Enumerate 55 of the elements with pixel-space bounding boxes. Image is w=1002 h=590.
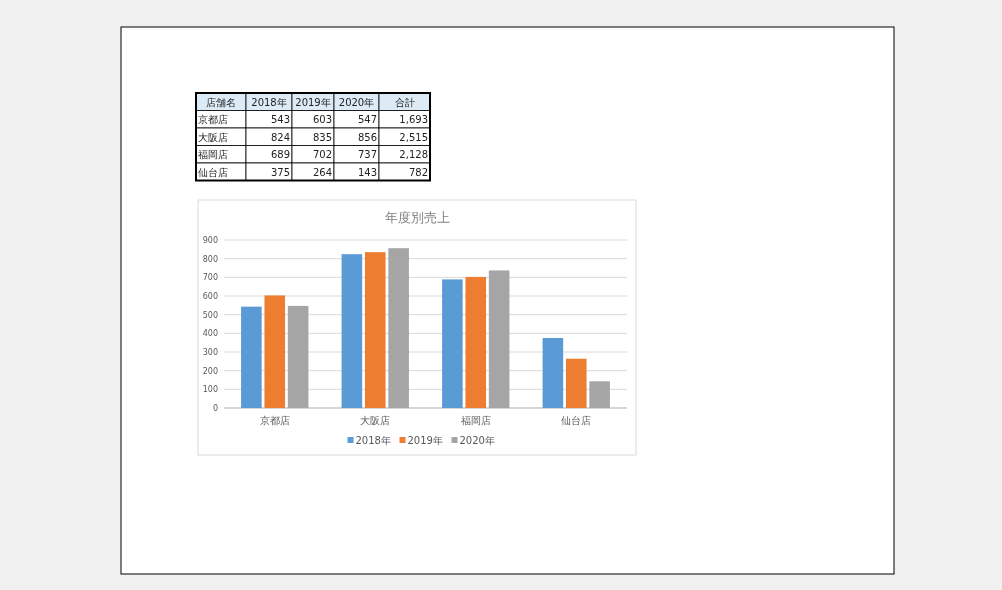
bar xyxy=(565,358,587,408)
bar xyxy=(241,306,262,408)
text: 824 xyxy=(270,131,290,143)
category-label: 2020年 xyxy=(338,96,375,108)
y-tick-label: 600 xyxy=(202,292,218,301)
category-label: 合計 xyxy=(394,96,415,108)
text: 2,128 xyxy=(399,149,428,161)
text: 737 xyxy=(357,149,377,161)
y-tick-label: 100 xyxy=(202,385,218,395)
text: 大阪店 xyxy=(198,131,228,143)
x-tick-label: 大阪店 xyxy=(360,415,391,426)
text: 543 xyxy=(270,114,290,126)
chart-title: 年度別売上 xyxy=(384,210,450,225)
x-tick-label: 福岡店 xyxy=(460,415,491,426)
text: 2,515 xyxy=(399,131,428,143)
text: 547 xyxy=(357,114,377,126)
y-tick-label: 500 xyxy=(202,310,218,320)
bar xyxy=(264,295,286,408)
text: 仙台店 xyxy=(198,166,228,178)
category-label: 2019年 xyxy=(295,96,331,108)
text: 143 xyxy=(357,166,377,178)
y-tick-label: 900 xyxy=(202,236,218,245)
bar xyxy=(488,270,510,408)
y-tick-label: 200 xyxy=(202,366,218,376)
text: 264 xyxy=(312,166,332,178)
text: 856 xyxy=(357,131,377,143)
y-tick-label: 400 xyxy=(202,329,218,339)
text: 375 xyxy=(270,166,290,178)
x-tick-label: 京都店 xyxy=(259,415,290,426)
text: 1,693 xyxy=(399,114,428,126)
bar xyxy=(542,338,564,408)
y-tick-label: 300 xyxy=(202,348,218,357)
y-tick-label: 0 xyxy=(212,404,218,413)
bar xyxy=(341,254,363,408)
bar xyxy=(465,276,487,408)
legend-label: 2019年 xyxy=(407,435,443,446)
y-tick-label: 800 xyxy=(202,254,218,264)
text: 京都店 xyxy=(198,114,228,126)
bar xyxy=(589,381,610,408)
category-label: 店舗名 xyxy=(206,96,236,108)
text: 702 xyxy=(312,149,332,161)
y-tick-label: 700 xyxy=(202,273,218,283)
legend-label: 2018年 xyxy=(355,435,391,446)
x-tick-label: 仙台店 xyxy=(561,415,592,426)
category-label: 2018年 xyxy=(251,96,287,108)
bar xyxy=(287,305,309,408)
text: 689 xyxy=(270,149,290,161)
text: 782 xyxy=(408,166,428,178)
bar xyxy=(364,252,386,408)
text: 福岡店 xyxy=(198,149,228,161)
bar xyxy=(388,248,409,408)
text: 835 xyxy=(312,131,332,143)
legend-label: 2020年 xyxy=(459,435,495,446)
text: 603 xyxy=(312,114,332,126)
bar xyxy=(442,279,463,408)
